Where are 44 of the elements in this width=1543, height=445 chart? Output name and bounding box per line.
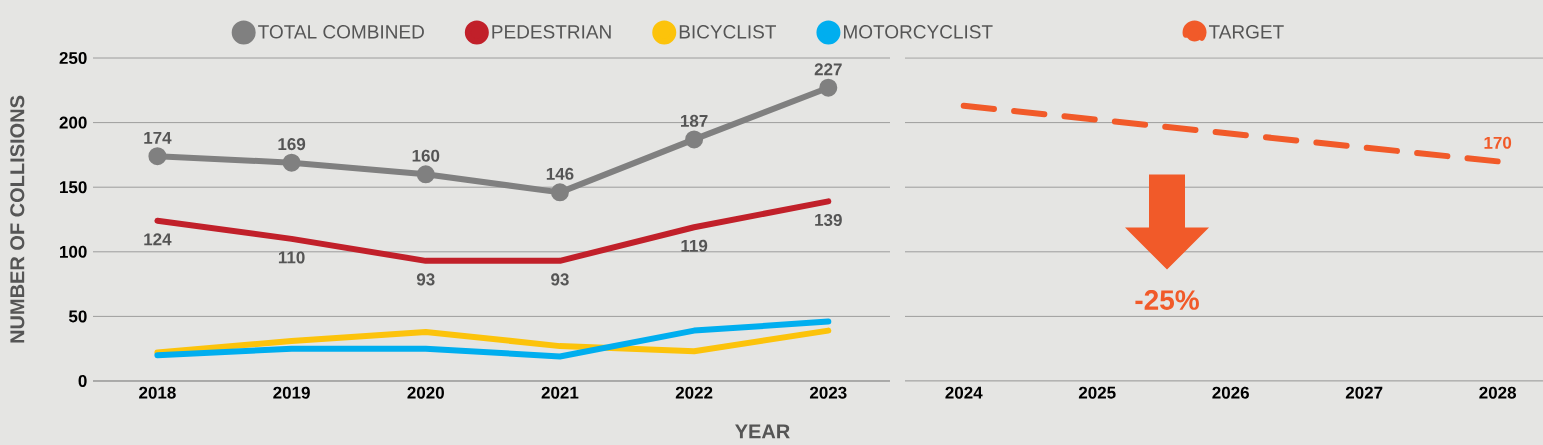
x-tick-label: 2023 [809,386,847,399]
x-tick-label: 2028 [1479,386,1517,399]
x-tick-label: 2019 [273,386,310,399]
y-tick-label: 250 [59,51,87,65]
x-tick-label: 2021 [541,386,579,399]
data-label: 139 [815,213,842,226]
x-tick-label: 2022 [675,386,713,399]
y-axis-title: NUMBER OF COLLISIONS [10,95,25,343]
x-tick-label: 2018 [139,386,176,399]
x-axis-title: YEAR [735,424,790,439]
data-label: 174 [144,131,172,144]
x-tick-label: 2020 [407,386,444,399]
y-tick-label: 200 [59,116,87,129]
x-tick-label: 2027 [1345,386,1383,399]
data-label: 170 [1484,136,1512,149]
legend-label: TARGET [1208,25,1284,39]
y-tick-label: 150 [60,181,87,194]
point [550,183,569,202]
legend-label: BICYCLIST [679,25,776,39]
point [819,78,838,97]
data-label: 227 [814,63,842,76]
data-label: 124 [144,233,172,246]
x-tick-label: 2026 [1212,386,1249,399]
annotation: -25% [1135,290,1199,310]
data-label: 187 [680,114,708,127]
data-label: 119 [681,239,708,252]
point [282,153,301,172]
data-label: 146 [546,167,574,180]
y-tick-label: 100 [60,245,87,258]
point [416,165,435,184]
x-tick-label: 2025 [1078,386,1116,399]
y-tick-label: 50 [68,310,87,323]
legend-label: MOTORCYCLIST [843,25,993,39]
data-label: 93 [416,273,435,286]
legend-label: PEDESTRIAN [492,25,611,39]
legend-label: TOTAL COMBINED [258,25,424,39]
data-label: 169 [278,138,306,151]
point [148,147,167,166]
data-label: 110 [278,251,305,264]
y-tick-label: 0 [78,374,87,388]
x-tick-label: 2024 [945,386,983,399]
data-label: 93 [551,273,569,286]
data-label: 160 [412,149,440,162]
point [685,130,704,149]
